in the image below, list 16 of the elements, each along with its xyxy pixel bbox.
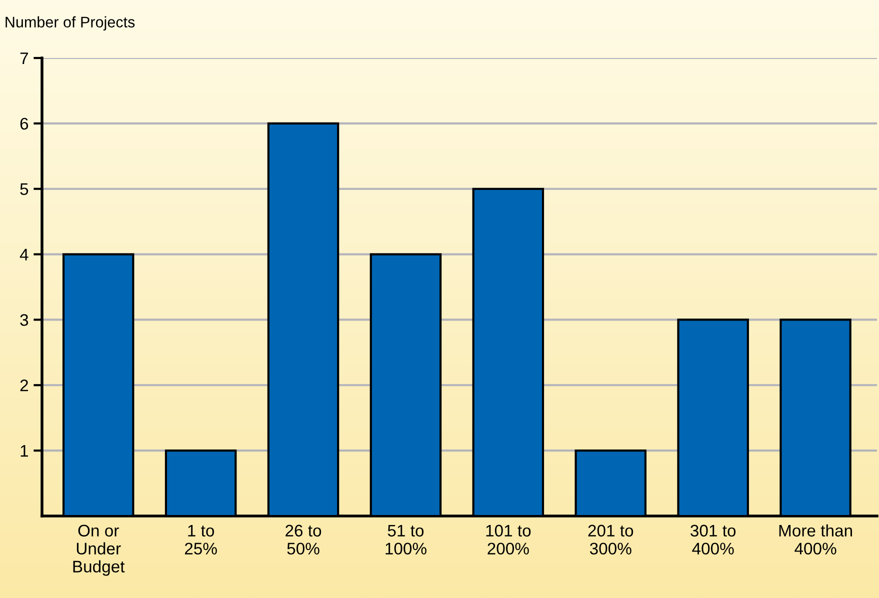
y-tick-label: 6: [20, 118, 28, 130]
x-tick-label: 51 to 100%: [386, 524, 426, 555]
x-tick-label: 26 to 50%: [286, 524, 322, 555]
x-tick-label: 101 to 200%: [486, 524, 531, 555]
x-tick-label: 1 to 25%: [184, 524, 217, 555]
x-tick-label: 301 to 400%: [690, 524, 736, 555]
y-tick-label: 7: [20, 52, 28, 64]
x-tick-label: More than 400%: [779, 524, 852, 555]
x-tick-label: On or Under Budget: [73, 524, 125, 576]
y-axis-title: Number of Projects: [6, 16, 135, 31]
y-tick-label: 4: [20, 248, 28, 260]
y-tick-label: 2: [20, 380, 28, 392]
x-tick-label: 201 to 300%: [588, 524, 634, 555]
y-tick-label: 1: [20, 445, 28, 457]
y-tick-label: 3: [20, 314, 28, 326]
y-tick-label: 5: [20, 183, 28, 196]
